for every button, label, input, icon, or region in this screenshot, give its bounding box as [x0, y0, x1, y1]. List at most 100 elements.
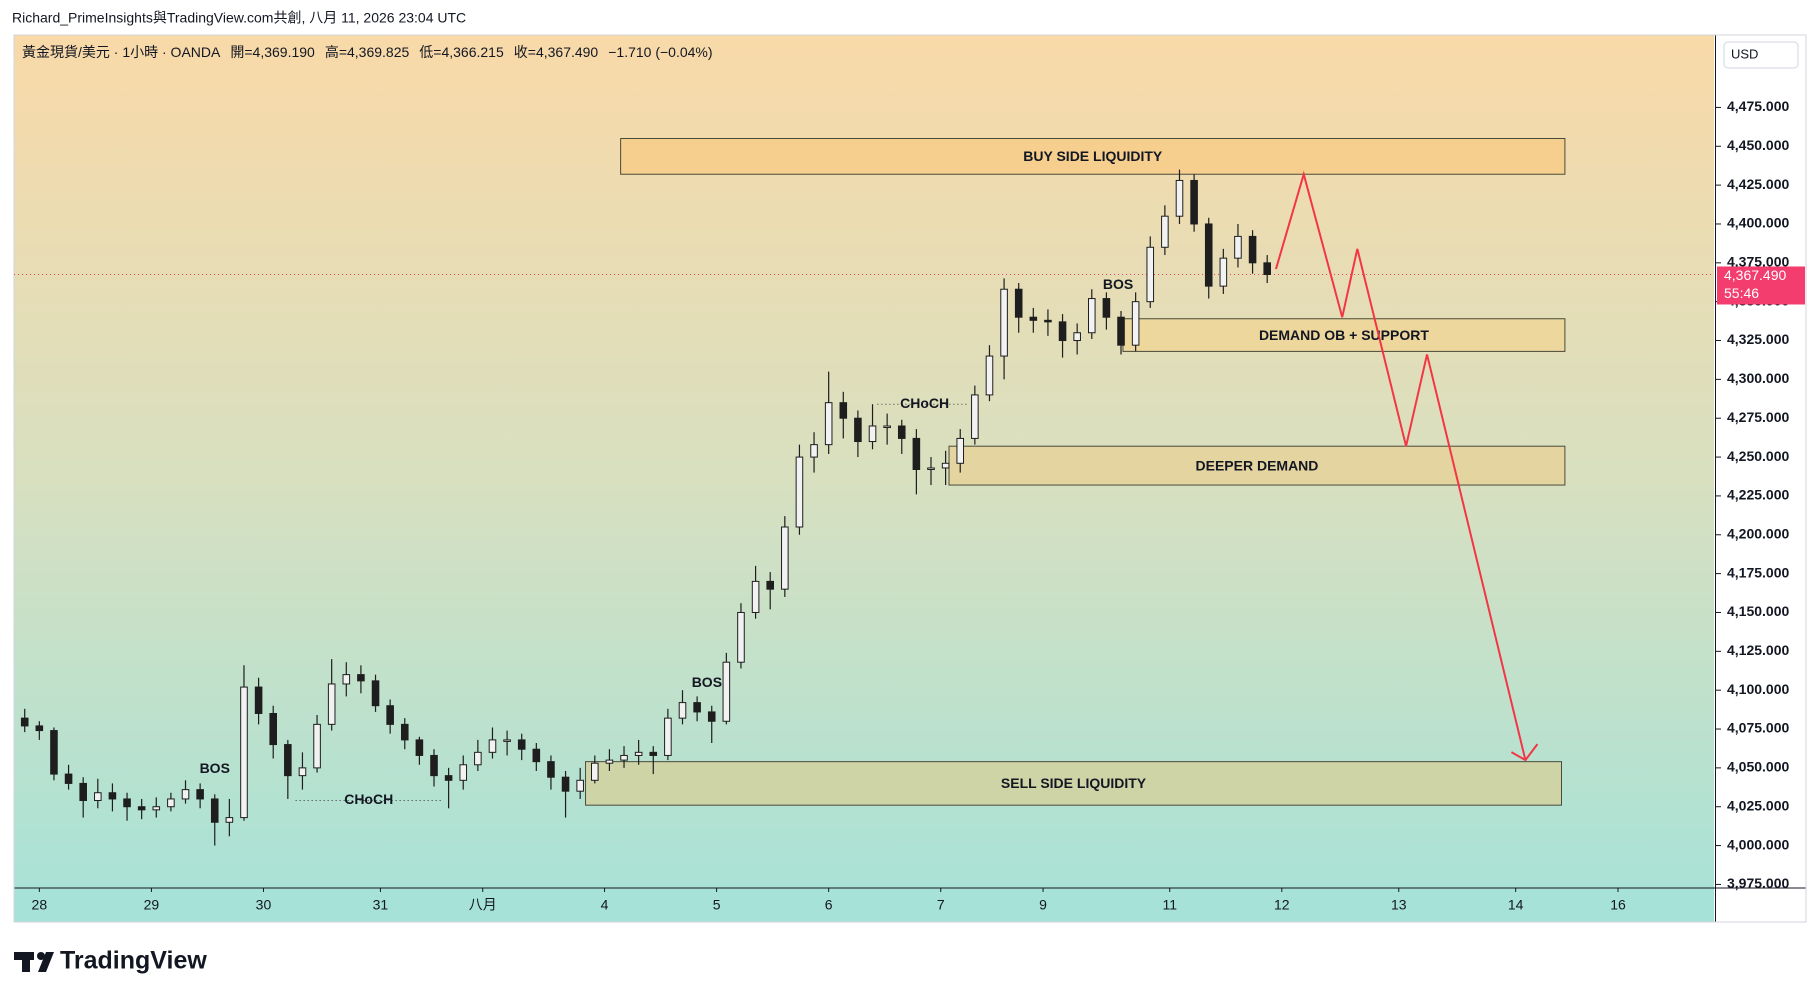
candle-body	[108, 792, 117, 800]
candle-body	[591, 762, 599, 781]
x-tick-label: 13	[1391, 897, 1407, 913]
annotation: BOS	[1103, 276, 1133, 292]
x-tick-label: 11	[1162, 897, 1177, 913]
candle-body	[386, 705, 394, 725]
zone	[620, 137, 1566, 175]
candle-body	[1234, 235, 1242, 259]
price-axis-panel	[1716, 35, 1806, 922]
candle-body	[313, 723, 321, 769]
candle-body	[1263, 262, 1271, 275]
candle-body	[357, 674, 365, 682]
candle-body	[561, 776, 570, 792]
candle-body	[547, 761, 555, 778]
y-tick-label: 4,325.000	[1727, 331, 1789, 347]
candle-body	[576, 779, 584, 792]
y-tick-label: 4,425.000	[1727, 176, 1789, 192]
candle-body	[400, 723, 409, 741]
candle-body	[415, 739, 424, 756]
candle-body	[883, 425, 891, 428]
candle-body	[50, 730, 58, 775]
candle-body	[269, 712, 278, 746]
candle-body	[678, 702, 687, 719]
y-tick-label: 4,275.000	[1727, 409, 1789, 425]
y-tick-label: 3,975.000	[1727, 875, 1789, 891]
candle-body	[94, 792, 102, 802]
candle-body	[474, 751, 482, 766]
candle-body	[254, 686, 263, 714]
y-tick-label: 4,100.000	[1727, 681, 1789, 697]
logo-dot	[37, 952, 45, 960]
candle-body	[1087, 298, 1096, 334]
axes: 3,975.000 4,000.000 4,025.000 4,050.000 4,07…	[32, 98, 1790, 913]
y-tick-label: 4,300.000	[1727, 370, 1789, 386]
annotation: BOS	[200, 760, 230, 776]
candle-body	[517, 739, 526, 750]
candle-body	[912, 437, 921, 471]
y-tick-label: 4,250.000	[1727, 448, 1789, 464]
x-tick-label: 16	[1610, 897, 1626, 913]
candle-body	[79, 782, 87, 802]
candle-body	[1204, 223, 1213, 287]
candle-body	[620, 754, 628, 761]
candle-body	[284, 744, 292, 777]
legend: 黃金現貨/美元 · 1小時 · OANDA 開=4,369.190 高=4,369.…	[22, 44, 713, 60]
candle-body	[722, 661, 731, 722]
y-tick-label: 4,225.000	[1727, 487, 1789, 503]
candle-body	[327, 683, 336, 725]
candle-body	[444, 775, 453, 781]
legend-ohlc: 低=4,366.215	[419, 44, 504, 60]
candle-body	[35, 725, 44, 732]
candle-body	[1131, 301, 1140, 346]
annotation: BOS	[692, 674, 722, 690]
candle-body	[941, 462, 950, 469]
currency: USD	[1731, 46, 1758, 61]
currency-button[interactable]	[1723, 41, 1799, 69]
y-tick-label: 4,000.000	[1727, 836, 1789, 852]
candle-body	[781, 526, 789, 590]
candle-body	[897, 425, 906, 439]
x-tick-label: 9	[1039, 897, 1047, 913]
candle-body	[693, 702, 701, 713]
candle-body	[459, 764, 468, 781]
candle-body	[971, 394, 979, 439]
x-tick-label: 30	[256, 897, 272, 913]
last-price-box	[1717, 266, 1805, 305]
candle-body	[795, 456, 804, 528]
candle-body	[766, 580, 774, 590]
candle-body	[532, 748, 541, 763]
legend-ohlc: 收=4,367.490	[514, 44, 599, 60]
candle-body	[371, 680, 380, 707]
projection-path	[1275, 170, 1527, 761]
candle-body	[152, 806, 161, 811]
candle-body	[1146, 246, 1155, 303]
y-tick-label: 4,125.000	[1727, 642, 1789, 658]
candle-body	[839, 402, 848, 419]
zone	[585, 761, 1562, 806]
candle-body	[1000, 288, 1008, 357]
legend-ohlc: 開=4,369.190	[230, 44, 315, 60]
x-tick-label: 4	[601, 897, 609, 913]
y-tick-label: 4,375.000	[1727, 254, 1789, 270]
zone-label: DEMAND OB + SUPPORT	[1259, 327, 1429, 343]
time-axis-panel	[14, 889, 1714, 922]
frame	[13, 34, 1807, 923]
y-tick-label: 4,150.000	[1727, 603, 1789, 619]
y-tick-label: 4,200.000	[1727, 525, 1789, 541]
y-tick-label: 4,050.000	[1727, 759, 1789, 775]
candle-body	[225, 817, 234, 823]
x-tick-label: 7	[937, 897, 945, 913]
candle-body	[956, 437, 965, 464]
x-tick-label: 5	[713, 897, 721, 913]
zone	[948, 445, 1566, 486]
candle-body	[707, 711, 716, 722]
candle-body	[503, 739, 511, 742]
logo-text: TradingView	[60, 947, 207, 975]
last-price-label: 4,367.490	[1724, 267, 1786, 283]
candle-body	[737, 611, 745, 663]
legend-text: 黃金現貨/美元 · 1小時 · OANDA 開=4,369.190 高=4,369.…	[22, 44, 713, 60]
candle-body	[1102, 298, 1111, 318]
candle-body	[634, 751, 643, 756]
candle-body	[927, 467, 935, 471]
logo: TradingView	[14, 947, 207, 975]
